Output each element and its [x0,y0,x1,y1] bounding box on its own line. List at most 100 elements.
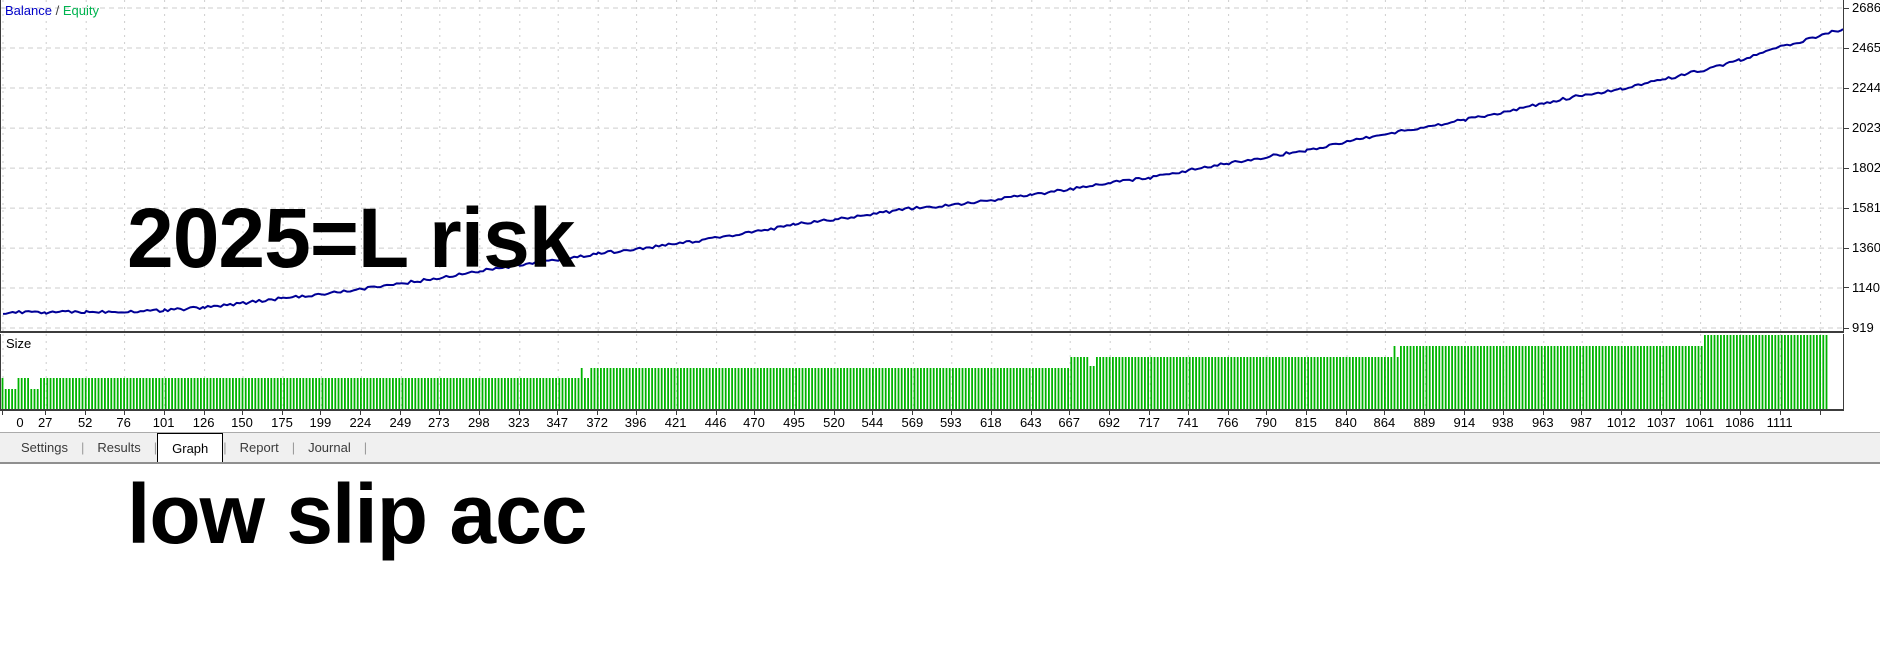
x-axis-tick [1779,411,1781,415]
x-axis-tick [85,411,87,415]
y-axis-label: 2465 [1852,40,1880,56]
x-axis-label: 150 [231,415,253,430]
x-axis-label: 815 [1295,415,1317,430]
y-axis-tick [1844,47,1849,49]
x-axis-label: 396 [624,415,647,430]
x-axis-label: 347 [546,415,569,430]
y-axis-tick [1844,7,1849,9]
y-axis-label: 1581 [1852,200,1880,216]
x-axis-label: 1086 [1725,415,1755,430]
x-axis-tick [1661,411,1663,415]
x-axis-label: 101 [152,415,175,430]
x-axis-tick [123,411,125,415]
x-axis-label: 544 [861,415,884,430]
tab-journal[interactable]: Journal [308,440,351,455]
size-chart-panel[interactable]: Size [0,334,1844,411]
x-axis-tick [794,411,795,415]
x-axis-tick [1621,411,1623,415]
x-axis-label: 520 [823,415,845,430]
balance-chart-canvas [1,0,1843,331]
x-axis-label: 840 [1335,415,1357,430]
x-axis-label: 938 [1491,415,1514,430]
x-axis-label: 76 [116,415,131,430]
x-axis-tick [1581,411,1583,415]
tab-report[interactable]: Report [239,440,279,455]
x-axis-label: 569 [901,415,924,430]
chart-legend: Balance / Equity [5,3,99,18]
x-axis-tick [834,411,835,415]
x-axis-label: 249 [389,415,412,430]
x-axis-label: 126 [192,415,215,430]
legend-balance-label: Balance [5,3,52,18]
y-axis-tick [1844,127,1849,129]
x-axis-label: 470 [743,415,765,430]
x-axis-label: 273 [427,415,450,430]
x-axis-label: 421 [664,415,687,430]
x-axis-tick [754,411,755,415]
x-axis-tick [518,411,520,415]
x-axis-tick [950,411,952,415]
x-axis-tick [1542,411,1544,415]
x-axis-label: 741 [1176,415,1199,430]
x-axis-label: 27 [37,415,53,430]
x-axis-tick [2,411,3,415]
x-axis-tick [478,411,480,415]
x-axis-tick [400,411,402,415]
x-axis-label: 323 [507,415,530,430]
tab-separator: | [291,440,296,455]
x-axis-label: 1037 [1646,415,1676,430]
tab-separator: | [153,440,158,455]
x-axis-label: 643 [1019,415,1042,430]
x-axis-tick [1030,411,1032,415]
x-axis-tick [635,411,637,415]
x-axis-tick [597,411,599,415]
x-axis-tick [1424,411,1426,415]
tab-settings[interactable]: Settings [21,440,68,455]
x-axis-label: 372 [586,415,609,430]
x-axis-label: 766 [1216,415,1239,430]
x-axis-label: 1061 [1685,415,1715,430]
y-axis-tick [1844,247,1849,249]
y-axis-tick [1844,167,1849,169]
x-axis-tick [1819,411,1821,415]
tab-separator: | [223,440,227,455]
x-axis-label: 963 [1531,415,1554,430]
x-axis-label: 593 [939,415,962,430]
x-axis-tick [1109,411,1111,415]
x-axis-tick [360,411,362,415]
x-axis-tick [675,411,677,415]
annotation-line-1: 2025=L risk [127,191,576,285]
x-axis-label: 618 [979,415,1002,430]
x-axis-tick [45,411,47,415]
strategy-tester-graph-window: { "legend": { "balance": "Balance", "sla… [0,0,1880,560]
x-axis-label: 298 [467,415,490,430]
tab-results[interactable]: Results [97,440,141,455]
y-axis-label: 1140 [1852,279,1880,295]
x-axis-tick [1227,411,1229,415]
x-axis-tick [1346,411,1347,415]
y-axis-tick [1844,287,1849,289]
x-axis-tick [163,411,165,415]
x-axis-label: 790 [1255,415,1277,430]
legend-equity-label: Equity [62,3,99,18]
x-axis-label: 199 [309,415,332,430]
x-axis-label: 0 [16,415,24,430]
x-axis-tick [990,411,992,415]
x-axis-label: 224 [349,415,372,430]
balance-chart-panel[interactable] [0,0,1844,333]
size-panel-title: Size [6,336,32,351]
x-axis-tick [1384,411,1386,415]
x-axis-label: 175 [271,415,293,430]
annotation-line-2: low slip acc [127,467,588,561]
x-axis-tick [1149,411,1151,415]
size-chart-canvas [1,334,1828,409]
tab-graph[interactable]: Graph [157,433,224,462]
x-axis-tick [320,411,322,415]
x-axis-label: 692 [1098,415,1121,430]
x-axis-label: 889 [1413,415,1436,430]
tab-separator: | [363,440,368,455]
y-axis-tick [1844,207,1849,209]
x-axis-tick [203,411,205,415]
x-axis-tick [1069,411,1071,415]
tab-bar: Settings | Results | Graph | Report | Journal | [0,432,1880,464]
